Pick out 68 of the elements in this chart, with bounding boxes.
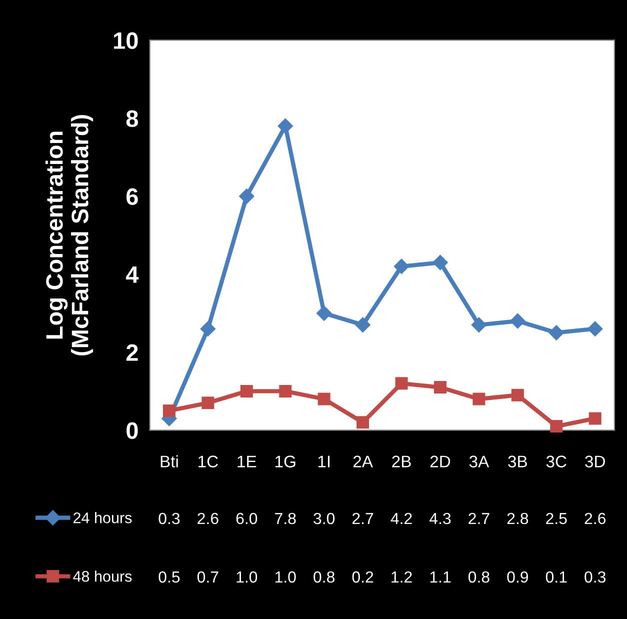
x-tick-label: 2D [430,456,450,468]
x-tick-label: 1G [276,456,296,468]
point [239,188,254,204]
y-axis-title: Log Concentration (McFarland Standard) [45,115,94,356]
legend-label: 48 hours [73,570,132,582]
point [200,321,216,336]
point [471,317,487,332]
point [394,258,410,274]
data-label: 1.0 [236,571,258,583]
point [279,384,292,398]
point [395,377,408,390]
y-tick-label: 2 [126,344,138,361]
x-tick-label: 2B [392,456,411,468]
data-label: 1.0 [275,571,296,583]
point [511,388,524,402]
point [434,381,446,394]
x-tick-label: 3A [469,456,490,468]
data-label: 0.1 [546,571,567,583]
x-tick-label: Bti [160,455,178,468]
data-label: 1.2 [392,571,412,583]
y-tick-label: 8 [126,110,138,128]
point [472,392,486,406]
data-label: 0.8 [314,571,334,583]
data-label: 3.0 [314,512,335,524]
point [432,254,448,270]
data-label: 6.0 [236,512,258,524]
data-label: 0.9 [507,571,528,583]
y-tick-label: 4 [126,266,139,283]
data-label: 2.6 [584,512,606,524]
y-tick-label: 10 [114,32,138,50]
data-label: 2.7 [352,512,374,524]
data-label: 2.5 [546,512,567,524]
x-tick-label: 3B [508,456,527,468]
x-tick-label: 1I [318,456,330,468]
data-label: 0.8 [468,571,490,583]
legend-label: 24 hours [74,512,132,524]
point [316,306,332,321]
point [162,404,176,417]
x-tick-label: 1C [198,456,218,468]
x-tick-label: 2A [353,456,373,468]
point [355,317,370,332]
point [318,392,330,406]
point [240,384,253,398]
point [510,313,526,329]
point [202,396,214,410]
data-label: 0.5 [158,571,180,583]
data-label: 4.3 [430,512,451,524]
data-label: 0.3 [158,512,180,524]
y-tick-label: 0 [126,422,138,439]
point [548,325,564,340]
x-tick-label: 1E [238,456,256,468]
data-label: 0.3 [584,571,606,583]
data-label: 1.1 [430,572,451,583]
point [356,416,370,429]
data-label: 0.7 [197,571,218,583]
point [550,420,563,433]
y-tick-label: 6 [126,188,138,206]
x-tick-label: 3D [585,456,605,468]
data-label: 2.7 [468,512,490,524]
data-label: 2.6 [198,512,218,524]
x-tick-label: 3C [546,456,566,468]
point [278,118,293,134]
point [588,321,603,336]
point [588,412,602,425]
data-label: 7.8 [275,512,296,524]
data-label: 0.2 [352,571,374,583]
data-label: 4.2 [390,512,412,524]
data-label: 2.8 [507,512,528,524]
